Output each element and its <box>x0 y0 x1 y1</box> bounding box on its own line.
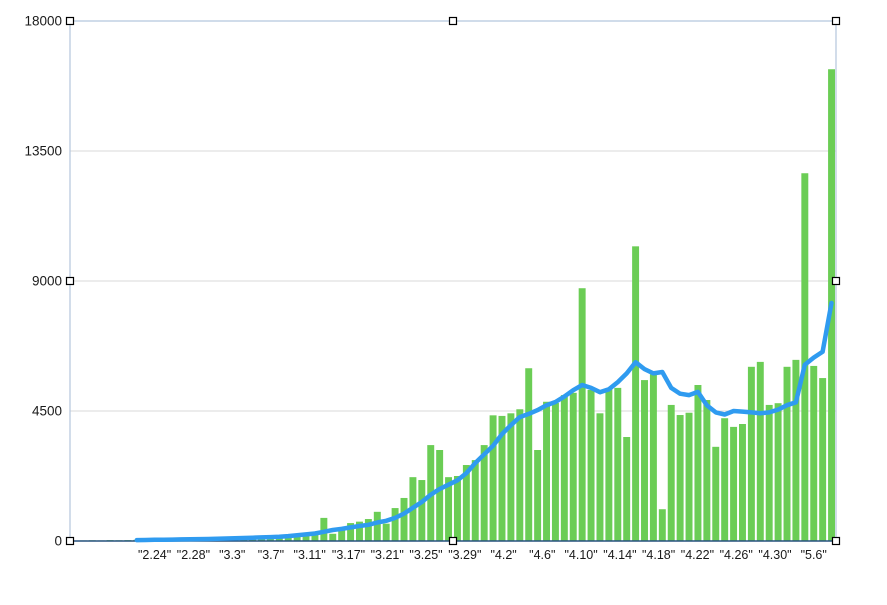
x-axis-label: "4.6" <box>529 548 555 562</box>
x-axis-label: "5.6" <box>801 548 827 562</box>
bar[interactable] <box>596 413 604 541</box>
bar[interactable] <box>658 509 666 541</box>
bar[interactable] <box>471 460 479 541</box>
x-axis-label: "4.14" <box>603 548 636 562</box>
bar[interactable] <box>534 450 542 541</box>
x-axis-label: "4.30" <box>758 548 791 562</box>
x-axis-label: "3.11" <box>294 548 326 562</box>
bar[interactable] <box>792 359 800 541</box>
bar[interactable] <box>453 476 461 541</box>
bar[interactable] <box>578 288 586 541</box>
bar[interactable] <box>667 404 675 541</box>
bar[interactable] <box>676 415 684 541</box>
selection-handle[interactable] <box>448 536 458 546</box>
bar[interactable] <box>400 497 408 541</box>
bar[interactable] <box>391 508 399 541</box>
bar[interactable] <box>641 380 648 541</box>
bar[interactable] <box>614 387 622 541</box>
bar[interactable] <box>560 395 568 541</box>
x-axis-label: "4.22" <box>681 548 714 562</box>
bar[interactable] <box>480 445 488 541</box>
bar[interactable] <box>801 173 809 542</box>
bar[interactable] <box>507 413 515 541</box>
bar[interactable] <box>756 361 764 541</box>
y-axis-label: 0 <box>54 534 62 549</box>
bar[interactable] <box>338 528 346 541</box>
bar[interactable] <box>445 477 453 541</box>
bar[interactable] <box>739 424 746 541</box>
bar[interactable] <box>623 437 631 541</box>
bar[interactable] <box>587 389 595 541</box>
x-axis-label: "3.7" <box>258 548 284 562</box>
x-axis-label: "2.28" <box>177 548 210 562</box>
bar[interactable] <box>685 412 693 541</box>
x-axis-label: "3.17" <box>332 548 365 562</box>
y-axis-label: 9000 <box>32 274 62 289</box>
bar[interactable] <box>516 409 524 541</box>
x-axis-label: "3.29" <box>448 548 481 562</box>
bar[interactable] <box>721 418 729 541</box>
selection-handle[interactable] <box>65 276 75 286</box>
bar[interactable] <box>765 404 773 541</box>
x-axis-label: "3.21" <box>371 548 404 562</box>
bar[interactable] <box>819 378 827 541</box>
bar[interactable] <box>347 523 355 541</box>
selection-handle[interactable] <box>831 536 841 546</box>
bar[interactable] <box>356 521 363 541</box>
x-axis-label: "3.25" <box>409 548 442 562</box>
y-axis-label: 4500 <box>32 404 62 419</box>
bar[interactable] <box>783 366 791 541</box>
x-axis-label: "4.26" <box>720 548 753 562</box>
x-axis-label: "2.24" <box>138 548 171 562</box>
bar[interactable] <box>462 465 470 541</box>
bar[interactable] <box>569 392 577 541</box>
bar[interactable] <box>632 246 640 541</box>
bar[interactable] <box>373 511 381 541</box>
bar[interactable] <box>489 415 497 541</box>
bar[interactable] <box>364 519 372 541</box>
selection-handle[interactable] <box>831 276 841 286</box>
bar[interactable] <box>694 385 702 541</box>
x-axis-label: "4.2" <box>490 548 516 562</box>
selection-handle[interactable] <box>448 16 458 26</box>
bar[interactable] <box>649 374 657 541</box>
bar[interactable] <box>311 534 319 541</box>
bar[interactable] <box>302 535 310 541</box>
bar[interactable] <box>498 415 506 541</box>
selection-handle[interactable] <box>831 16 841 26</box>
x-axis-label: "3.3" <box>219 548 245 562</box>
bar[interactable] <box>284 536 292 541</box>
y-axis-label: 13500 <box>24 144 62 159</box>
trend-line[interactable] <box>134 300 834 543</box>
bar[interactable] <box>320 517 328 541</box>
x-axis-label: "4.18" <box>642 548 675 562</box>
bar[interactable] <box>605 389 613 541</box>
bar[interactable] <box>712 446 720 541</box>
bar[interactable] <box>730 426 738 541</box>
bar[interactable] <box>382 523 390 541</box>
bar[interactable] <box>703 400 711 541</box>
bar[interactable] <box>747 366 755 541</box>
selection-handle[interactable] <box>65 16 75 26</box>
bar[interactable] <box>774 403 782 541</box>
selection-handle[interactable] <box>65 536 75 546</box>
bar[interactable] <box>810 365 818 541</box>
bar[interactable] <box>418 480 426 541</box>
bar[interactable] <box>436 450 444 541</box>
bar[interactable] <box>329 533 337 541</box>
bar[interactable] <box>551 402 559 541</box>
x-axis-label: "4.10" <box>564 548 597 562</box>
y-axis-label: 18000 <box>24 14 62 29</box>
bar[interactable] <box>543 401 550 541</box>
bar[interactable] <box>293 536 301 541</box>
bar[interactable] <box>525 368 533 541</box>
